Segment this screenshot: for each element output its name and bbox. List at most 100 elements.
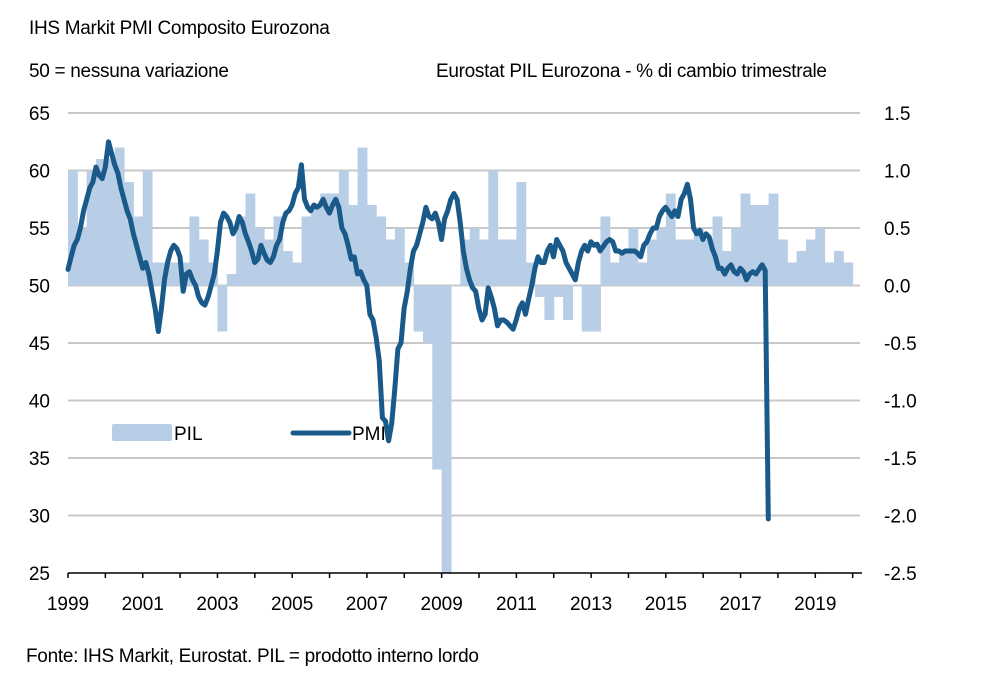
pil-bar bbox=[245, 193, 256, 286]
pil-bar bbox=[348, 205, 359, 286]
right-tick-label: -1.0 bbox=[884, 392, 917, 413]
pil-bar bbox=[628, 228, 639, 286]
pil-bar bbox=[497, 239, 508, 286]
pil-bar bbox=[124, 182, 134, 286]
pil-bar bbox=[310, 205, 321, 286]
pil-bar bbox=[198, 239, 209, 286]
pil-bar bbox=[301, 216, 312, 286]
right-tick-label: 0.0 bbox=[884, 277, 910, 298]
legend-pil-label: PIL bbox=[174, 424, 203, 445]
pil-bar bbox=[609, 262, 620, 286]
pil-bar bbox=[366, 205, 377, 286]
pil-bar bbox=[815, 228, 826, 286]
pil-bar bbox=[693, 228, 704, 286]
pil-bar bbox=[422, 285, 433, 343]
x-tick-label: 2007 bbox=[346, 594, 388, 615]
pil-bar bbox=[413, 285, 424, 332]
pil-bar bbox=[796, 251, 807, 286]
footer-source: Fonte: IHS Markit, Eurostat. PIL = prodo… bbox=[26, 646, 479, 667]
pil-bar bbox=[525, 262, 536, 286]
pil-bar bbox=[114, 147, 125, 286]
right-axis-subtitle: Eurostat PIL Eurozona - % di cambio trim… bbox=[436, 61, 827, 82]
left-tick-label: 35 bbox=[29, 449, 50, 470]
x-tick-label: 2013 bbox=[570, 594, 612, 615]
right-tick-label: -0.5 bbox=[884, 334, 917, 355]
pil-bar bbox=[479, 239, 489, 286]
pil-bar bbox=[553, 285, 564, 297]
pil-bar bbox=[637, 262, 648, 286]
legend-pmi-label: PMI bbox=[352, 424, 386, 445]
pil-bar bbox=[376, 216, 387, 286]
left-axis-subtitle: 50 = nessuna variazione bbox=[29, 61, 229, 82]
pil-bar bbox=[292, 262, 303, 286]
pil-bar bbox=[824, 262, 835, 286]
pil-bar bbox=[777, 239, 788, 286]
pil-bar bbox=[488, 170, 499, 286]
pmi-line-group bbox=[65, 139, 771, 522]
pil-bar bbox=[600, 216, 611, 286]
pil-bar bbox=[142, 170, 153, 286]
pil-bar bbox=[105, 159, 116, 286]
x-tick-label: 2005 bbox=[271, 594, 313, 615]
pil-bar bbox=[749, 205, 760, 286]
pil-bar bbox=[217, 285, 228, 332]
gridlines bbox=[68, 112, 860, 517]
pil-bar bbox=[581, 285, 592, 332]
x-tick-label: 2003 bbox=[196, 594, 238, 615]
pil-bar bbox=[833, 251, 844, 286]
x-tick-label: 2017 bbox=[719, 594, 761, 615]
x-tick-label: 2009 bbox=[421, 594, 463, 615]
pil-bar bbox=[703, 239, 714, 286]
pil-bar bbox=[731, 228, 742, 286]
pil-bar bbox=[450, 285, 461, 287]
pil-bar bbox=[591, 285, 601, 332]
pil-bar bbox=[329, 193, 340, 286]
pil-bar bbox=[619, 251, 629, 286]
x-axis bbox=[67, 572, 862, 578]
pil-bar bbox=[516, 182, 527, 286]
pil-bar bbox=[805, 239, 816, 286]
right-tick-label: 1.5 bbox=[884, 104, 910, 125]
chart-title: IHS Markit PMI Composito Eurozona bbox=[29, 18, 330, 39]
right-tick-label: 1.0 bbox=[884, 162, 910, 183]
pil-bar bbox=[712, 216, 723, 286]
pil-bar bbox=[507, 239, 517, 286]
left-tick-label: 45 bbox=[29, 334, 50, 355]
pil-bar bbox=[441, 285, 452, 573]
pil-bar bbox=[77, 228, 88, 286]
pil-bar bbox=[152, 262, 162, 286]
pil-bar bbox=[189, 216, 200, 286]
x-tick-label: 2001 bbox=[122, 594, 164, 615]
pil-bar bbox=[282, 251, 293, 286]
x-tick-label: 2015 bbox=[645, 594, 687, 615]
legend-pil-swatch bbox=[112, 424, 172, 441]
pil-bar bbox=[759, 205, 770, 286]
pil-bar bbox=[563, 285, 573, 320]
right-tick-label: -1.5 bbox=[884, 449, 917, 470]
pil-bar bbox=[656, 228, 667, 286]
x-axis-tick-labels: 1999 2001 2003 2005 2007 2009 2011 2013 2015 2017… bbox=[47, 594, 837, 615]
pil-bar bbox=[96, 159, 106, 286]
pil-bar bbox=[357, 147, 368, 286]
pil-bar bbox=[544, 285, 555, 320]
pil-bar bbox=[572, 285, 583, 287]
legend: PIL PMI bbox=[112, 424, 386, 445]
pil-bar bbox=[787, 262, 798, 286]
pil-bar bbox=[86, 170, 97, 286]
pil-bar bbox=[647, 239, 657, 286]
pil-bar bbox=[273, 216, 284, 286]
pil-bar bbox=[684, 239, 695, 286]
pil-bar bbox=[68, 170, 78, 286]
pil-bar bbox=[226, 274, 237, 286]
pil-bar bbox=[675, 239, 686, 286]
x-tick-label: 2011 bbox=[496, 594, 537, 615]
left-tick-label: 55 bbox=[29, 219, 50, 240]
pil-bar bbox=[768, 193, 779, 286]
pil-bar bbox=[535, 285, 545, 297]
pil-bar bbox=[236, 216, 246, 286]
right-tick-label: -2.0 bbox=[884, 507, 917, 528]
x-tick-label: 2019 bbox=[794, 594, 836, 615]
pil-bar bbox=[394, 228, 405, 286]
left-tick-label: 65 bbox=[29, 104, 50, 125]
